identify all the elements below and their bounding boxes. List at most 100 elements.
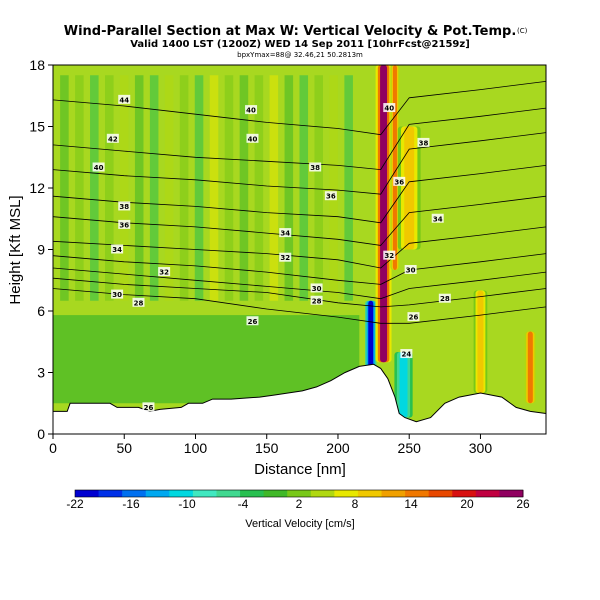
colorbar-tick: -10 xyxy=(178,497,196,511)
chart-title-mark: (C) xyxy=(517,27,528,35)
svg-text:38: 38 xyxy=(419,139,429,147)
velocity-feature xyxy=(527,331,533,404)
y-tick: 0 xyxy=(37,426,53,442)
colorbar-swatch xyxy=(381,490,406,497)
colorbar-swatch xyxy=(452,490,477,497)
svg-text:38: 38 xyxy=(119,203,129,211)
contour-label: 36 xyxy=(393,176,406,186)
colorbar-swatch xyxy=(357,490,383,497)
y-tick: 12 xyxy=(29,180,53,196)
chart-subtitle: Valid 1400 LST (1200Z) WED 14 Sep 2011 [… xyxy=(130,39,470,50)
contour-label: 38 xyxy=(309,162,322,172)
svg-text:0: 0 xyxy=(49,440,57,456)
svg-text:36: 36 xyxy=(326,193,336,201)
svg-text:15: 15 xyxy=(29,119,45,135)
contour-label: 28 xyxy=(132,297,145,307)
svg-text:20: 20 xyxy=(460,497,474,511)
chart-subtitle-2: bpxYmax=88@ 32.46,21 50.2813m xyxy=(237,51,363,59)
colorbar-tick: -4 xyxy=(238,497,249,511)
velocity-stripe xyxy=(149,75,159,301)
contour-label: 40 xyxy=(245,105,258,115)
y-tick: 9 xyxy=(37,242,53,258)
colorbar-swatch xyxy=(499,490,524,497)
colorbar-swatch xyxy=(428,490,453,497)
theta-contour-line xyxy=(53,253,546,285)
y-tick: 3 xyxy=(37,365,53,381)
svg-text:0: 0 xyxy=(37,426,45,442)
colorbar-swatch xyxy=(334,490,359,497)
theta-contours xyxy=(53,81,546,324)
colorbar-swatch xyxy=(310,490,335,497)
colorbar-swatch xyxy=(122,490,147,497)
x-tick: 0 xyxy=(49,434,57,456)
colorbar-swatch xyxy=(287,490,312,497)
colorbar-swatch xyxy=(75,490,100,497)
svg-text:-10: -10 xyxy=(178,497,196,511)
svg-text:32: 32 xyxy=(159,269,169,277)
svg-text:9: 9 xyxy=(37,242,45,258)
svg-text:150: 150 xyxy=(255,440,279,456)
svg-text:26: 26 xyxy=(144,404,154,412)
y-tick: 6 xyxy=(37,303,53,319)
velocity-stripe xyxy=(224,75,234,301)
svg-text:36: 36 xyxy=(119,221,129,229)
svg-text:40: 40 xyxy=(94,164,104,172)
y-axis: 0 3 6 9 12 15 18 xyxy=(29,57,53,442)
velocity-stripe xyxy=(344,75,353,301)
contour-label: 44 xyxy=(118,94,131,104)
svg-text:34: 34 xyxy=(280,230,290,238)
contour-label: 40 xyxy=(383,103,396,113)
theta-contour-line xyxy=(53,288,546,324)
velocity-stripe xyxy=(179,75,189,301)
contour-label: 34 xyxy=(279,228,292,238)
svg-text:8: 8 xyxy=(352,497,359,511)
contour-label: 34 xyxy=(111,244,124,254)
svg-text:26: 26 xyxy=(516,497,530,511)
svg-text:26: 26 xyxy=(409,314,419,322)
colorbar-tick: 2 xyxy=(296,497,303,511)
theta-contour-line xyxy=(53,277,546,308)
colorbar-swatch xyxy=(263,490,288,497)
contour-label: 36 xyxy=(324,191,337,201)
svg-text:-16: -16 xyxy=(122,497,140,511)
colorbar-swatch xyxy=(240,490,265,497)
svg-text:42: 42 xyxy=(108,135,118,143)
svg-text:300: 300 xyxy=(469,440,493,456)
theta-contour-line xyxy=(53,107,546,171)
velocity-stripe xyxy=(194,75,204,301)
velocity-stripe xyxy=(164,75,174,301)
contour-label: 32 xyxy=(158,267,171,277)
x-axis: 0 50 100 150 200 250 300 xyxy=(49,434,492,456)
y-tick: 18 xyxy=(29,57,53,73)
svg-text:24: 24 xyxy=(401,351,411,359)
colorbar-tick: -22 xyxy=(66,497,84,511)
velocity-stripe xyxy=(90,75,99,301)
svg-text:32: 32 xyxy=(384,252,394,260)
svg-text:32: 32 xyxy=(280,254,290,262)
x-tick: 100 xyxy=(184,434,208,456)
svg-text:28: 28 xyxy=(134,299,144,307)
theta-contour-line xyxy=(53,132,546,195)
x-axis-label: Distance [nm] xyxy=(254,461,346,478)
velocity-feature xyxy=(392,65,397,270)
colorbar-swatch xyxy=(169,490,194,497)
svg-text:30: 30 xyxy=(406,267,416,275)
velocity-stripe xyxy=(254,75,264,301)
velocity-stripe xyxy=(269,75,279,301)
contour-label: 38 xyxy=(417,137,430,147)
x-tick: 250 xyxy=(398,434,421,456)
svg-text:14: 14 xyxy=(404,497,418,511)
svg-text:100: 100 xyxy=(184,440,208,456)
low-level-band xyxy=(53,315,360,404)
chart-title: Wind-Parallel Section at Max W: Vertical… xyxy=(64,24,517,39)
theta-contour-line xyxy=(53,267,546,300)
svg-text:-22: -22 xyxy=(66,497,84,511)
svg-text:200: 200 xyxy=(326,440,350,456)
velocity-stripe xyxy=(105,75,114,301)
svg-text:36: 36 xyxy=(394,178,404,186)
contour-label: 34 xyxy=(431,213,444,223)
svg-text:40: 40 xyxy=(248,135,258,143)
colorbar-swatch xyxy=(145,490,170,497)
theta-contour-line xyxy=(53,165,546,224)
